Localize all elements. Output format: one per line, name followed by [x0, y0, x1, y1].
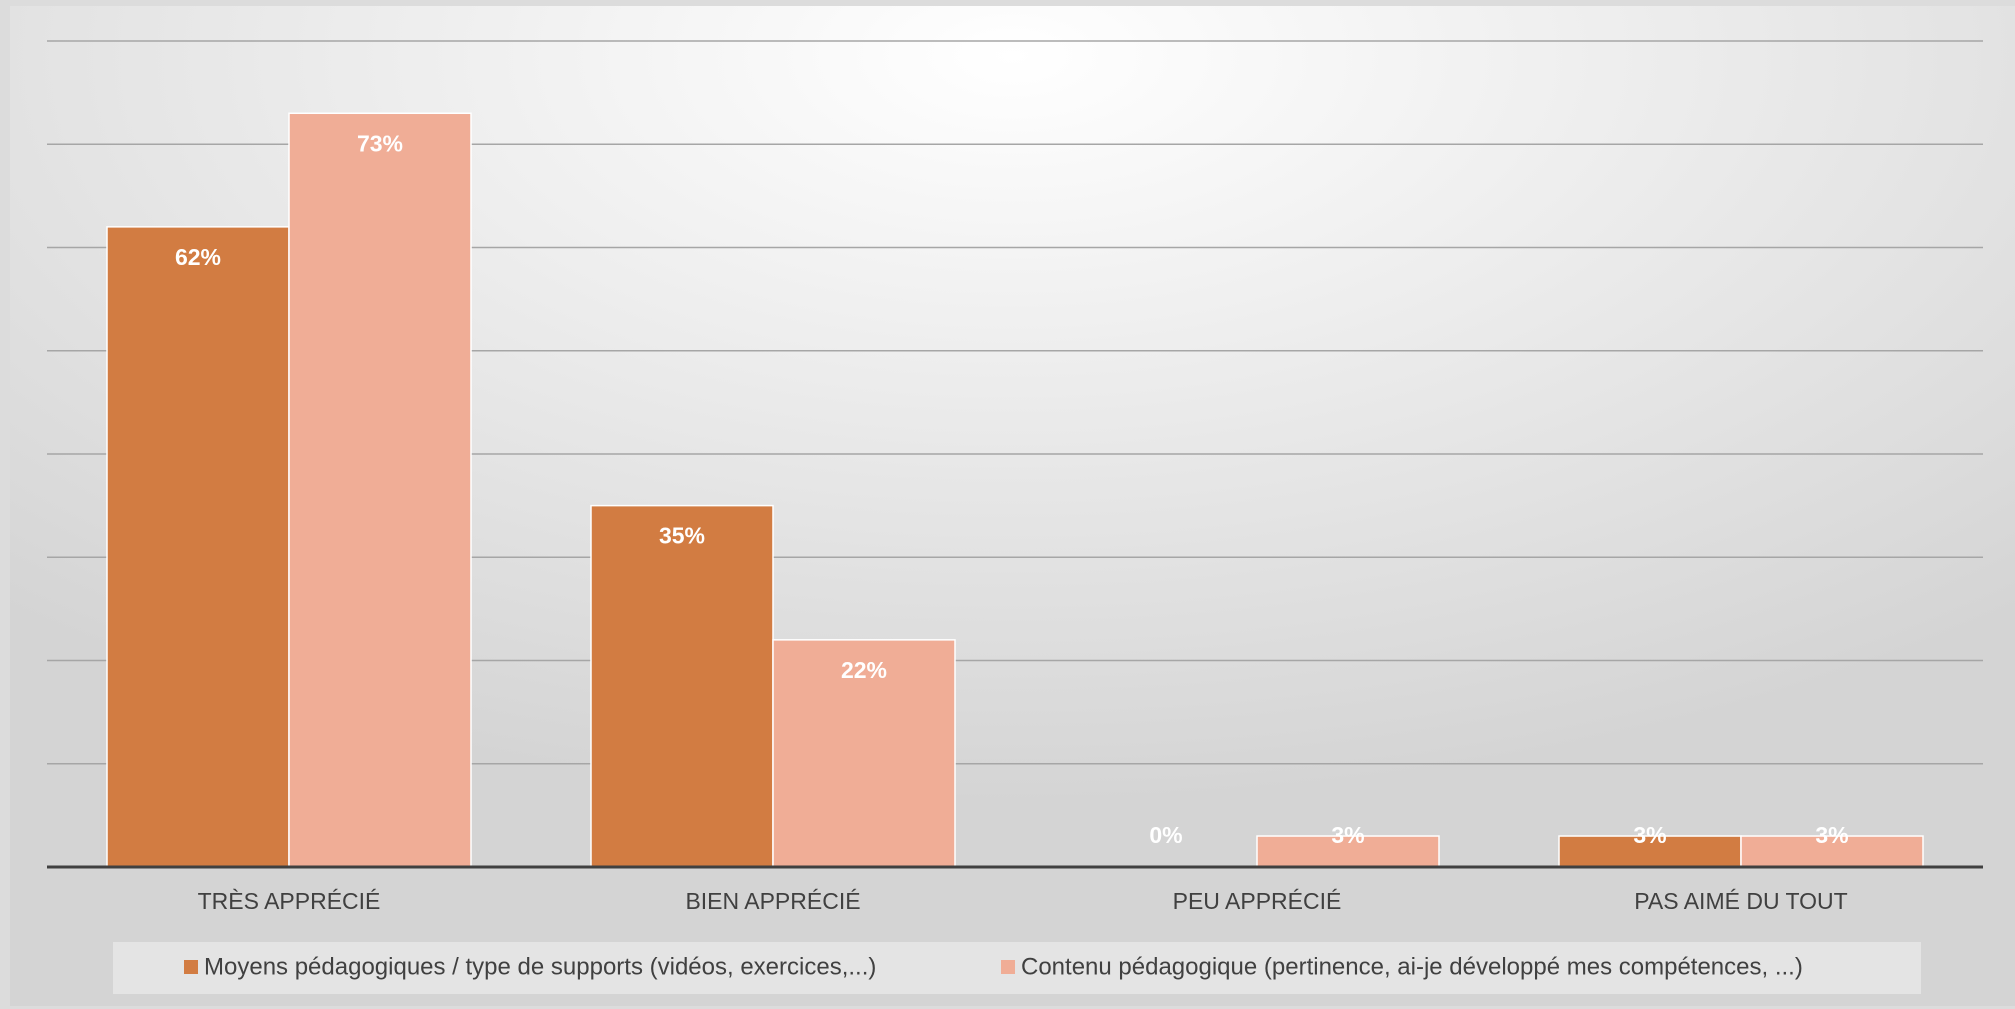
bar: [772, 639, 956, 868]
data-label: 0%: [1149, 822, 1182, 848]
data-label: 3%: [1815, 822, 1848, 848]
data-label: 62%: [175, 244, 221, 270]
data-label: 35%: [659, 523, 705, 549]
x-tick-label: BIEN APPRÉCIÉ: [685, 888, 860, 914]
data-label: 3%: [1331, 822, 1364, 848]
x-tick-label: PAS AIMÉ DU TOUT: [1634, 888, 1847, 914]
legend-label: Moyens pédagogiques / type de supports (…: [204, 953, 876, 980]
data-label: 22%: [841, 657, 887, 683]
bar: [590, 504, 774, 868]
legend-label: Contenu pédagogique (pertinence, ai-je d…: [1021, 953, 1803, 980]
legend-box: [113, 942, 1921, 994]
bar: [106, 226, 290, 868]
legend-swatch: [184, 960, 198, 974]
data-label: 73%: [357, 130, 403, 156]
legend-swatch: [1001, 960, 1015, 974]
x-tick-label: TRÈS APPRÉCIÉ: [198, 888, 381, 914]
bar: [288, 112, 472, 868]
bar: [1740, 835, 1924, 868]
bar: [1558, 835, 1742, 868]
x-tick-label: PEU APPRÉCIÉ: [1173, 888, 1342, 914]
bar: [1256, 835, 1440, 868]
data-label: 3%: [1633, 822, 1666, 848]
